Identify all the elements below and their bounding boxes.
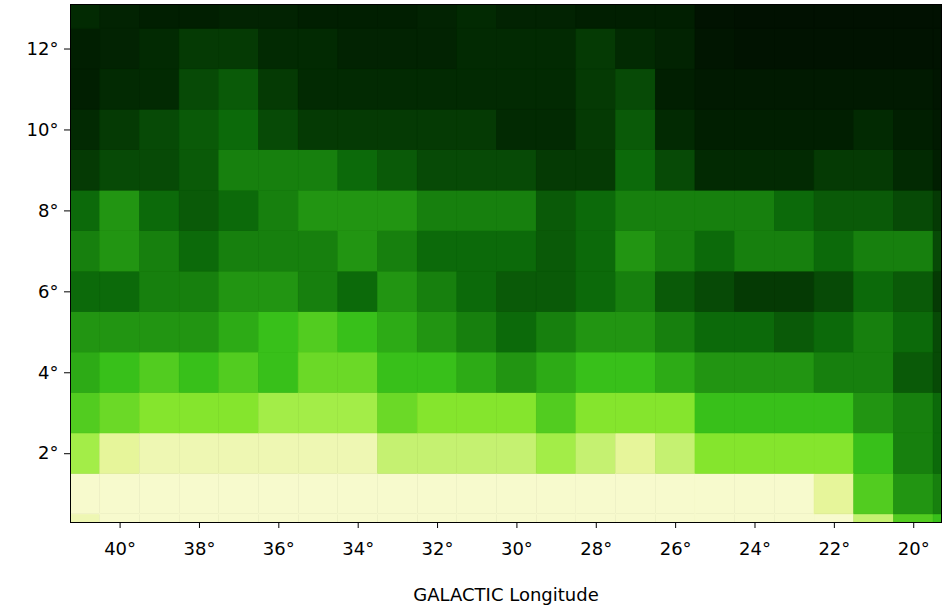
svg-text:38°: 38°: [184, 538, 216, 559]
svg-text:12°: 12°: [27, 38, 59, 59]
svg-text:10°: 10°: [27, 119, 59, 140]
svg-text:32°: 32°: [422, 538, 454, 559]
svg-text:40°: 40°: [104, 538, 136, 559]
svg-text:6°: 6°: [38, 281, 58, 302]
svg-text:28°: 28°: [580, 538, 612, 559]
svg-text:36°: 36°: [263, 538, 295, 559]
svg-text:8°: 8°: [38, 200, 58, 221]
svg-text:30°: 30°: [501, 538, 533, 559]
svg-text:34°: 34°: [342, 538, 374, 559]
svg-text:22°: 22°: [818, 538, 850, 559]
svg-text:4°: 4°: [38, 362, 58, 383]
svg-text:20°: 20°: [898, 538, 930, 559]
svg-text:2°: 2°: [38, 442, 58, 463]
svg-text:GALACTIC Longitude: GALACTIC Longitude: [413, 584, 598, 605]
svg-text:26°: 26°: [660, 538, 692, 559]
svg-text:24°: 24°: [739, 538, 771, 559]
